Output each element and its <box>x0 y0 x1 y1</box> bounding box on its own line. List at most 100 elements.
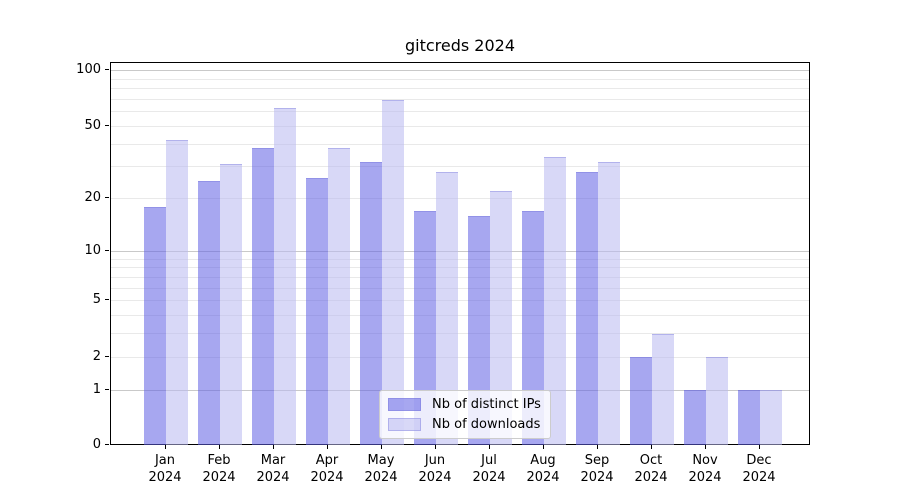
x-tick-month-jun: Jun <box>424 453 446 468</box>
x-tick-aug <box>543 445 544 449</box>
x-tick-year-apr: 2024 <box>310 470 344 485</box>
x-tick-jan <box>165 445 166 449</box>
bar-downloads-may <box>382 99 404 445</box>
legend-label-downloads: Nb of downloads <box>432 417 541 432</box>
y-tick-2 <box>105 356 109 357</box>
x-tick-label-jan: Jan 2024 <box>135 452 195 486</box>
x-tick-year-feb: 2024 <box>202 470 236 485</box>
x-tick-label-oct: Oct 2024 <box>621 452 681 486</box>
bar-ips-sep <box>576 172 598 445</box>
minor-gridline-4 <box>111 315 809 316</box>
x-tick-year-jun: 2024 <box>418 470 452 485</box>
legend-swatch-downloads <box>388 418 421 431</box>
x-tick-year-aug: 2024 <box>526 470 560 485</box>
x-tick-label-may: May 2024 <box>351 452 411 486</box>
legend-row-distinct-ips: Nb of distinct IPs <box>388 397 541 412</box>
y-tick-50 <box>105 125 109 126</box>
x-tick-label-dec: Dec 2024 <box>729 452 789 486</box>
x-tick-month-mar: Mar <box>260 453 286 468</box>
bar-downloads-nov <box>706 357 728 445</box>
x-tick-month-dec: Dec <box>746 453 772 468</box>
legend-row-downloads: Nb of downloads <box>388 417 541 432</box>
bar-ips-apr <box>306 178 328 445</box>
minor-gridline-50 <box>111 126 809 127</box>
bar-downloads-feb <box>220 164 242 445</box>
x-tick-label-apr: Apr 2024 <box>297 452 357 486</box>
minor-gridline-5 <box>111 300 809 301</box>
plot-area: Nb of distinct IPs Nb of downloads <box>110 62 810 445</box>
x-tick-month-sep: Sep <box>584 453 610 468</box>
bar-ips-aug <box>522 211 544 445</box>
x-tick-year-jan: 2024 <box>148 470 182 485</box>
bar-ips-may <box>360 161 382 445</box>
legend-swatch-distinct-ips <box>388 398 421 411</box>
x-tick-mar <box>273 445 274 449</box>
chart-title: gitcreds 2024 <box>404 36 516 55</box>
bar-downloads-oct <box>652 333 674 445</box>
x-tick-month-feb: Feb <box>207 453 231 468</box>
x-tick-month-apr: Apr <box>315 453 339 468</box>
x-tick-month-oct: Oct <box>639 453 663 468</box>
x-tick-jun <box>435 445 436 449</box>
minor-gridline-40 <box>111 144 809 145</box>
x-tick-label-aug: Aug 2024 <box>513 452 573 486</box>
x-tick-nov <box>705 445 706 449</box>
bar-ips-nov <box>684 390 706 445</box>
y-tick-100 <box>105 69 109 70</box>
x-tick-sep <box>597 445 598 449</box>
y-tick-label-2: 2 <box>92 348 101 364</box>
bar-downloads-dec <box>760 390 782 445</box>
minor-gridline-8 <box>111 267 809 268</box>
x-tick-label-jul: Jul 2024 <box>459 452 519 486</box>
x-tick-month-jul: Jul <box>481 453 497 468</box>
x-tick-label-nov: Nov 2024 <box>675 452 735 486</box>
bar-ips-feb <box>198 181 220 445</box>
major-gridline-100 <box>111 70 809 71</box>
x-tick-year-sep: 2024 <box>580 470 614 485</box>
x-tick-month-jan: Jan <box>154 453 176 468</box>
y-tick-label-10: 10 <box>84 242 101 258</box>
bar-ips-jan <box>144 206 166 445</box>
minor-gridline-60 <box>111 111 809 112</box>
y-tick-label-5: 5 <box>92 292 101 308</box>
x-tick-label-sep: Sep 2024 <box>567 452 627 486</box>
x-tick-apr <box>327 445 328 449</box>
x-tick-month-may: May <box>367 453 395 468</box>
x-tick-label-feb: Feb 2024 <box>189 452 249 486</box>
bar-downloads-aug <box>544 157 566 445</box>
x-tick-may <box>381 445 382 449</box>
minor-gridline-3 <box>111 333 809 334</box>
x-tick-year-may: 2024 <box>364 470 398 485</box>
minor-gridline-20 <box>111 198 809 199</box>
bar-downloads-mar <box>274 107 296 445</box>
x-tick-year-jul: 2024 <box>472 470 506 485</box>
x-tick-month-nov: Nov <box>692 453 718 468</box>
y-tick-label-1: 1 <box>92 381 101 397</box>
bar-downloads-sep <box>598 161 620 445</box>
legend-label-distinct-ips: Nb of distinct IPs <box>432 397 541 412</box>
minor-gridline-30 <box>111 166 809 167</box>
y-tick-label-50: 50 <box>84 117 101 133</box>
y-tick-10 <box>105 250 109 251</box>
y-tick-label-20: 20 <box>84 190 101 206</box>
x-tick-year-nov: 2024 <box>688 470 722 485</box>
minor-gridline-7 <box>111 277 809 278</box>
bar-downloads-jun <box>436 172 458 445</box>
bar-ips-jun <box>414 211 436 445</box>
minor-gridline-2 <box>111 357 809 358</box>
x-tick-year-oct: 2024 <box>634 470 668 485</box>
minor-gridline-9 <box>111 259 809 260</box>
x-tick-year-mar: 2024 <box>256 470 290 485</box>
bar-downloads-jul <box>490 191 512 445</box>
minor-gridline-90 <box>111 79 809 80</box>
bar-ips-mar <box>252 148 274 445</box>
x-tick-oct <box>651 445 652 449</box>
x-tick-month-aug: Aug <box>530 453 556 468</box>
y-tick-0 <box>105 444 109 445</box>
x-tick-jul <box>489 445 490 449</box>
x-tick-label-jun: Jun 2024 <box>405 452 465 486</box>
bar-ips-jul <box>468 215 490 445</box>
minor-gridline-70 <box>111 99 809 100</box>
y-tick-5 <box>105 299 109 300</box>
